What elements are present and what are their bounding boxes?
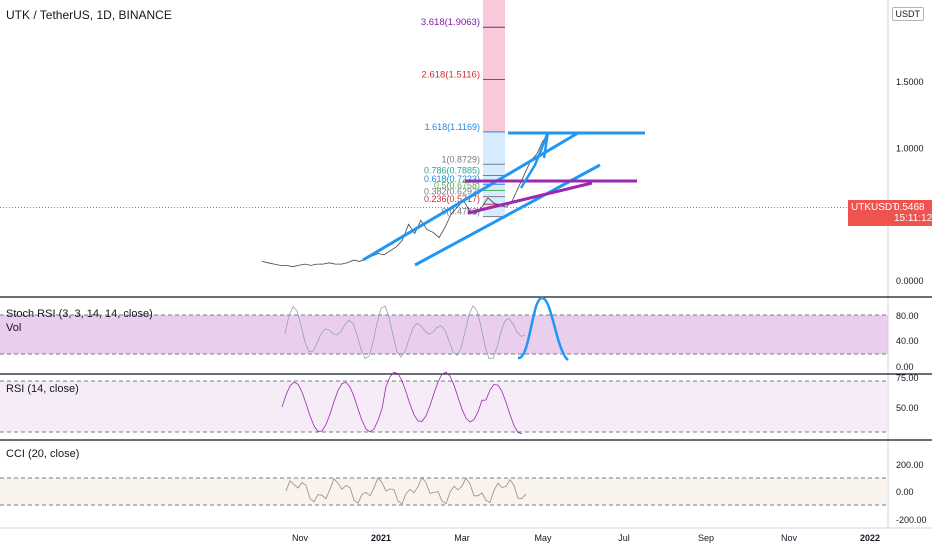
fib-level-label: 0.786(0.7885) <box>424 165 480 175</box>
fib-level-label: 0.382(0.6292) <box>424 187 480 197</box>
price-tag-symbol: UTKUSDT <box>851 202 899 213</box>
projection-path <box>519 131 550 189</box>
cci-band-fill <box>0 478 888 505</box>
rsi-line <box>281 371 523 435</box>
fib-level-label: 3.618(1.9063) <box>421 17 480 28</box>
fib-zone-lower <box>483 131 505 217</box>
rsi-tick-label: 50.00 <box>896 403 919 413</box>
cci-tick-label: 0.00 <box>896 487 914 497</box>
fib-level-label: 1.618(1.1169) <box>425 122 480 132</box>
stoch-tick-label: 40.00 <box>896 336 919 346</box>
cci-label: CCI (20, close) <box>6 448 80 460</box>
currency-badge[interactable]: USDT <box>891 7 924 21</box>
fib-level-label: 0.618(0.7223) <box>424 174 480 184</box>
time-tick-label: Nov <box>781 533 798 543</box>
stoch-band-fill <box>0 315 888 354</box>
time-tick-label: Jul <box>618 533 630 543</box>
rsi-tick-label: 75.00 <box>896 373 919 383</box>
price-tick-label: 1.0000 <box>896 143 924 153</box>
time-tick-label: Sep <box>698 533 714 543</box>
time-tick-label: 2021 <box>371 533 391 543</box>
fib-level-label: 0(0.4782) <box>441 207 480 217</box>
price-tick-label: 0.0000 <box>896 276 924 286</box>
stoch-tick-label: 80.00 <box>896 311 919 321</box>
wedge-line <box>467 181 593 215</box>
stoch-projection-path <box>517 296 569 361</box>
time-tick-label: Nov <box>292 533 309 543</box>
time-tick-label: May <box>534 533 552 543</box>
cci-tick-label: 200.00 <box>896 460 924 470</box>
fib-zone-upper <box>483 0 505 132</box>
vol-label: Vol <box>6 322 22 334</box>
fib-level-label: 2.618(1.5116) <box>422 70 480 81</box>
fib-level-label: 0.5(0.6758) <box>434 180 480 190</box>
stoch-tick-label: 0.00 <box>896 362 914 372</box>
price-series-line <box>261 133 550 268</box>
stoch-rsi-label: Stoch RSI (3, 3, 14, 14, close) <box>6 308 153 320</box>
price-tag-price: 0.5468 <box>894 202 925 213</box>
rsi-band-fill <box>0 381 888 432</box>
time-tick-label: Mar <box>454 533 470 543</box>
fib-level-label: 0.236(0.5717) <box>424 194 480 204</box>
chart-title: UTK / TetherUS, 1D, BINANCE <box>6 8 172 22</box>
rsi-label: RSI (14, close) <box>6 383 79 395</box>
stoch-rsi-line <box>284 304 526 359</box>
price-tag: UTKUSDT 0.5468 15:11:12 <box>848 200 932 226</box>
fib-level-label: 1(0.8729) <box>441 154 480 164</box>
price-tick-label: 1.5000 <box>896 77 924 87</box>
cci-tick-label: -200.00 <box>896 515 927 525</box>
cci-line <box>285 476 527 505</box>
time-tick-label: 2022 <box>860 533 880 543</box>
price-tag-countdown: 15:11:12 <box>894 213 932 224</box>
channel-upper-line <box>362 131 579 262</box>
